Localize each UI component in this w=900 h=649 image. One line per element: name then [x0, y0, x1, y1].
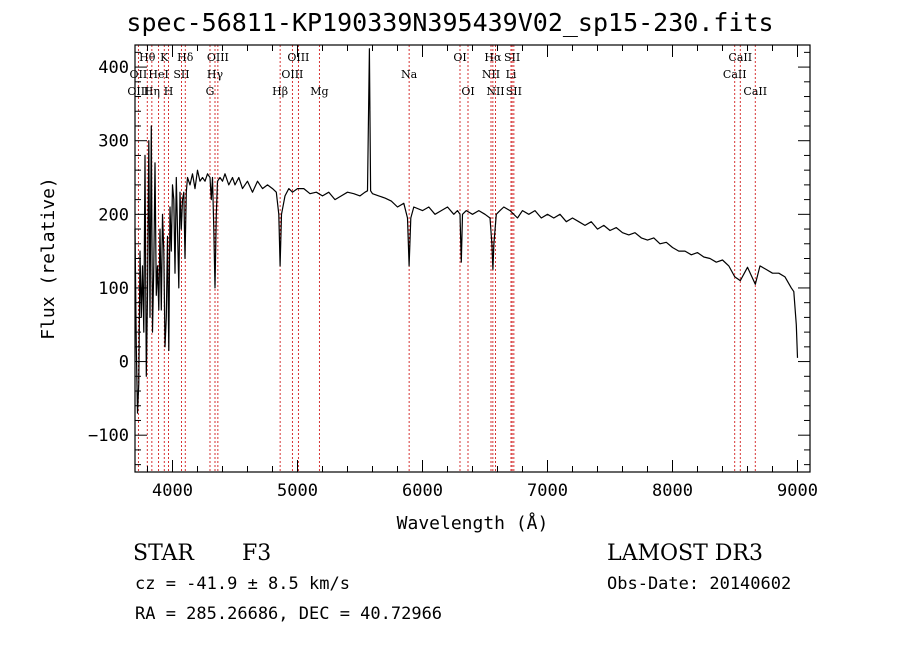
redshift-cz: cz = -41.9 ± 8.5 km/s — [135, 574, 350, 594]
spectral-line-label: Hδ — [177, 51, 194, 64]
spectral-line-label: OI — [461, 85, 474, 98]
spectral-line-label: Hη — [144, 85, 160, 98]
x-tick-label: 8000 — [652, 481, 693, 501]
spectral-line-label: CaII — [728, 51, 752, 64]
axes: 4000 5000 6000 7000 8000 9000 −100 0 100 200 300 40… — [38, 44, 818, 534]
x-tick-label: 4000 — [152, 481, 193, 501]
x-tick-label: 5000 — [277, 481, 318, 501]
object-class: STAR — [133, 541, 194, 566]
spectral-line-label: Hα — [484, 51, 502, 64]
y-tick-label: 200 — [98, 205, 129, 225]
series-layer — [134, 48, 799, 414]
spectral-line-label: OIII — [127, 85, 149, 98]
spectral-line-label: HeI — [148, 68, 168, 81]
spectral-line-label: Na — [401, 68, 418, 81]
spectral-line-label: SII — [173, 68, 189, 81]
x-tick-label: 6000 — [402, 481, 443, 501]
y-tick-label: 100 — [98, 279, 129, 299]
observation-date: Obs-Date: 20140602 — [607, 574, 792, 594]
y-axis-label: Flux (relative) — [38, 177, 59, 340]
x-axis-label: Wavelength (Å) — [397, 512, 549, 534]
spectral-line-label: Hγ — [207, 68, 224, 81]
spectral-line-label: OI — [453, 51, 466, 64]
spectral-line-label: G — [206, 85, 215, 98]
spectral-line-label: Hβ — [272, 85, 288, 98]
spectral-line-label: Li — [506, 68, 517, 81]
spectral-line-label: K — [160, 51, 169, 64]
y-tick-label: 300 — [98, 132, 129, 152]
spectral-line-label: OII — [130, 68, 148, 81]
object-subclass: F3 — [242, 541, 272, 566]
spectral-line-label: Mg — [310, 85, 328, 98]
y-tick-label: 0 — [119, 353, 129, 373]
survey-name: LAMOST DR3 — [607, 541, 763, 566]
coordinates: RA = 285.26686, DEC = 40.72966 — [135, 604, 443, 624]
spectral-line-label: CaII — [723, 68, 747, 81]
spectral-line-label: NII — [486, 85, 504, 98]
spectral-line-label: SII — [506, 85, 522, 98]
x-tick-label: 7000 — [527, 481, 568, 501]
spectral-line-label: OIII — [287, 51, 309, 64]
spectral-line-label: OIII — [207, 51, 229, 64]
spectral-line-label: OIII — [281, 68, 303, 81]
line-markers — [137, 45, 756, 472]
spectral-line-label: SII — [504, 51, 520, 64]
spectral-line-label: NII — [482, 68, 500, 81]
x-tick-label: 9000 — [777, 481, 818, 501]
spectrum-line — [134, 48, 799, 414]
spectral-line-label: H — [164, 85, 174, 98]
y-tick-label: −100 — [88, 426, 129, 446]
spectral-line-label: Hθ — [139, 51, 156, 64]
plot-title: spec-56811-KP190339N395439V02_sp15-230.f… — [126, 8, 774, 37]
spectral-line-label: CaII — [743, 85, 767, 98]
y-tick-label: 400 — [98, 58, 129, 78]
